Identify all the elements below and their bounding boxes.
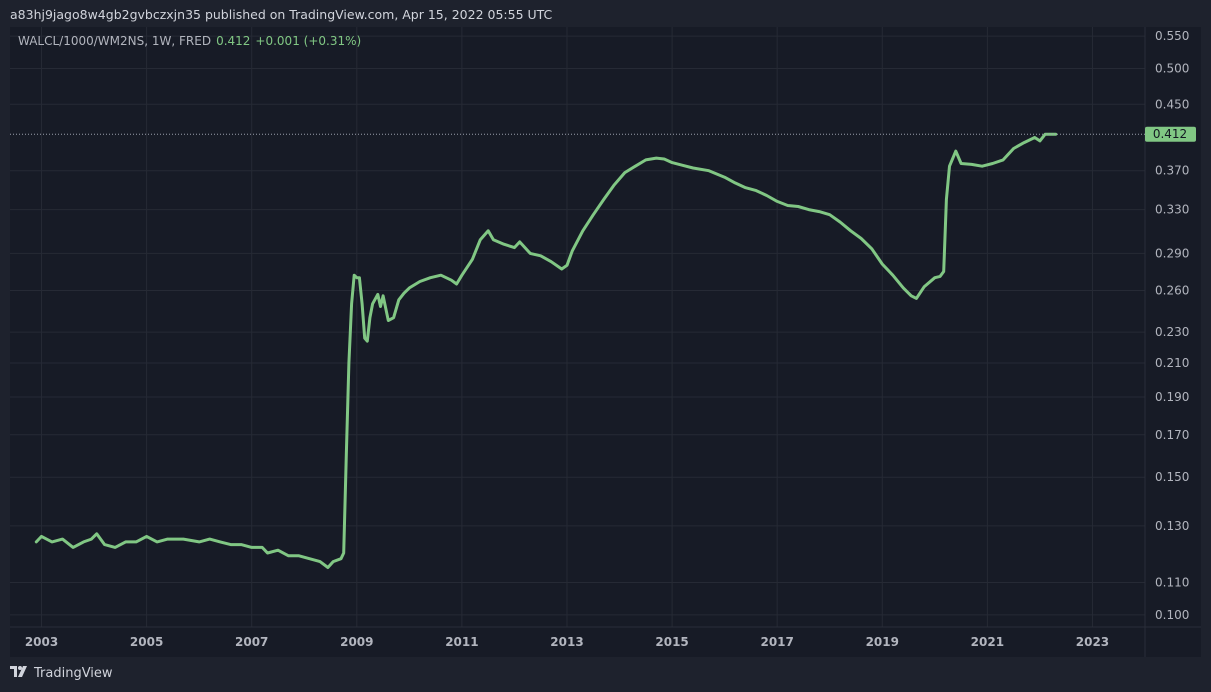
series-layer [34, 132, 1058, 569]
x-tick-label: 2023 [1076, 635, 1109, 649]
price-change: +0.001 (+0.31%) [255, 34, 362, 48]
x-tick-label: 2021 [971, 635, 1004, 649]
x-tick-label: 2019 [866, 635, 899, 649]
last-value-label: 0.412 [1153, 127, 1187, 141]
y-tick-label: 0.150 [1155, 470, 1189, 484]
y-tick-label: 0.260 [1155, 284, 1189, 298]
y-tick-label: 0.500 [1155, 61, 1189, 75]
last-value-marker: 0.412 [10, 126, 1196, 142]
y-tick-label: 0.230 [1155, 325, 1189, 339]
grid-lines [10, 27, 1145, 627]
y-tick-label: 0.170 [1155, 428, 1189, 442]
y-tick-label: 0.290 [1155, 246, 1189, 260]
x-tick-label: 2007 [235, 635, 268, 649]
y-tick-label: 0.130 [1155, 519, 1189, 533]
x-tick-label: 2005 [130, 635, 163, 649]
y-tick-label: 0.100 [1155, 608, 1189, 622]
price-chart[interactable]: 0.550 0.500 0.450 0.370 0.330 0.290 0.260 0.230… [10, 27, 1201, 657]
x-tick-label: 2015 [655, 635, 688, 649]
y-tick-label: 0.550 [1155, 29, 1189, 43]
last-value: 0.412 [216, 34, 251, 48]
y-tick-label: 0.210 [1155, 356, 1189, 370]
symbol-legend[interactable]: WALCL/1000/WM2NS, 1W, FRED 0.412 +0.001 (+… [18, 34, 361, 48]
x-tick-label: 2003 [25, 635, 58, 649]
series-line [34, 132, 1058, 569]
brand-name: TradingView [34, 666, 113, 681]
last-value-badge [1145, 126, 1196, 142]
x-axis-labels: 2003 2005 2007 2009 2011 2013 2015 2017 2019 2021… [25, 635, 1109, 649]
y-tick-label: 0.190 [1155, 390, 1189, 404]
y-axis-labels: 0.550 0.500 0.450 0.370 0.330 0.290 0.260 0.230… [1155, 29, 1189, 622]
y-tick-label: 0.330 [1155, 203, 1189, 217]
brand-footer[interactable]: TradingView [10, 666, 113, 681]
y-tick-label: 0.110 [1155, 576, 1189, 590]
x-tick-label: 2017 [760, 635, 793, 649]
x-tick-label: 2011 [445, 635, 478, 649]
y-tick-label: 0.370 [1155, 164, 1189, 178]
tradingview-logo-icon [10, 666, 29, 681]
y-tick-label: 0.450 [1155, 97, 1189, 111]
chart-area[interactable]: 0.550 0.500 0.450 0.370 0.330 0.290 0.260 0.230… [10, 27, 1201, 657]
x-tick-label: 2013 [550, 635, 583, 649]
symbol-name: WALCL/1000/WM2NS, 1W, FRED [18, 34, 212, 48]
x-tick-label: 2009 [340, 635, 373, 649]
publish-info: a83hj9jago8w4gb2gvbczxjn35 published on … [10, 7, 553, 22]
